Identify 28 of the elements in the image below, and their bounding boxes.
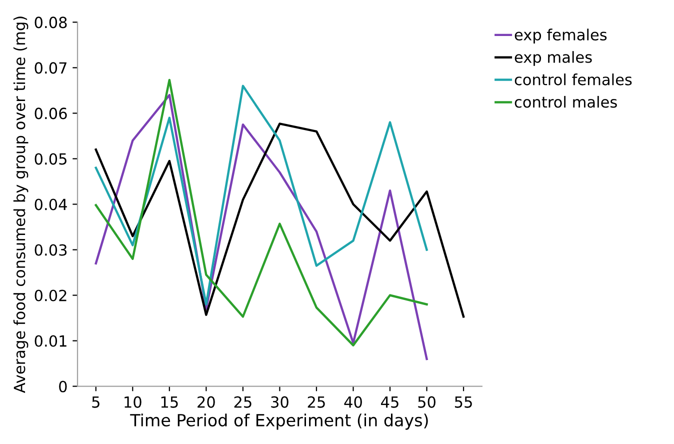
y-tick-label: 0.08 [34,16,67,28]
legend-label: exp females [514,28,607,44]
y-tick-label: 0.04 [34,198,67,210]
legend-label: control males [514,96,617,108]
x-tick-label: 50 [418,396,436,408]
line-series [94,122,465,318]
x-tick-label: 5 [92,396,100,408]
line-series [94,84,428,306]
y-tick-label: 0.03 [34,244,67,256]
y-tick-label: 0.01 [34,335,66,347]
x-tick-label: 30 [271,396,288,408]
x-tick-label: 25 [308,396,325,408]
x-tick-label: 25 [234,396,252,408]
y-tick-label: 0.05 [34,153,66,165]
y-tick-label: 0 [59,380,67,392]
x-axis-title: Time Period of Experiment (in days) [130,414,428,430]
x-tick-label: 10 [124,396,142,408]
x-tick-label: 45 [381,396,398,408]
y-axis-title: Average food consumed by group over time (mg) [13,16,28,393]
x-tick-label: 20 [198,396,215,408]
legend-label: control females [514,74,632,86]
legend-label: exp males [514,51,592,66]
y-tick-label: 0.06 [34,108,67,120]
x-tick-label: 15 [161,396,178,408]
x-tick-label: 55 [454,396,472,408]
x-tick-label: 40 [344,396,362,408]
y-tick-label: 0.02 [34,290,66,302]
y-tick-label: 0.07 [34,62,66,74]
